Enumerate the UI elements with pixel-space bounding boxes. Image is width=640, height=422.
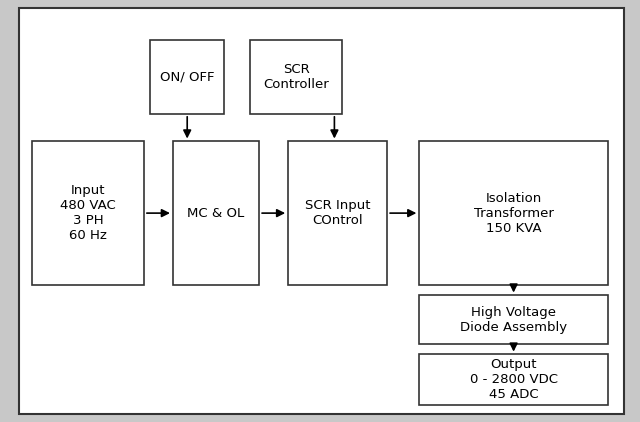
Text: ON/ OFF: ON/ OFF xyxy=(160,70,214,84)
Bar xyxy=(150,40,224,114)
Bar xyxy=(173,141,259,285)
Bar xyxy=(250,40,342,114)
Bar xyxy=(419,141,608,285)
Text: SCR Input
COntrol: SCR Input COntrol xyxy=(305,199,371,227)
Text: High Voltage
Diode Assembly: High Voltage Diode Assembly xyxy=(460,306,567,334)
Text: MC & OL: MC & OL xyxy=(188,207,244,219)
Bar xyxy=(288,141,387,285)
Text: SCR
Controller: SCR Controller xyxy=(263,63,329,91)
Text: Input
480 VAC
3 PH
60 Hz: Input 480 VAC 3 PH 60 Hz xyxy=(60,184,116,242)
Text: Output
0 - 2800 VDC
45 ADC: Output 0 - 2800 VDC 45 ADC xyxy=(470,358,557,401)
Text: Isolation
Transformer
150 KVA: Isolation Transformer 150 KVA xyxy=(474,192,554,235)
Bar xyxy=(419,295,608,344)
Bar xyxy=(419,354,608,405)
Bar xyxy=(32,141,144,285)
